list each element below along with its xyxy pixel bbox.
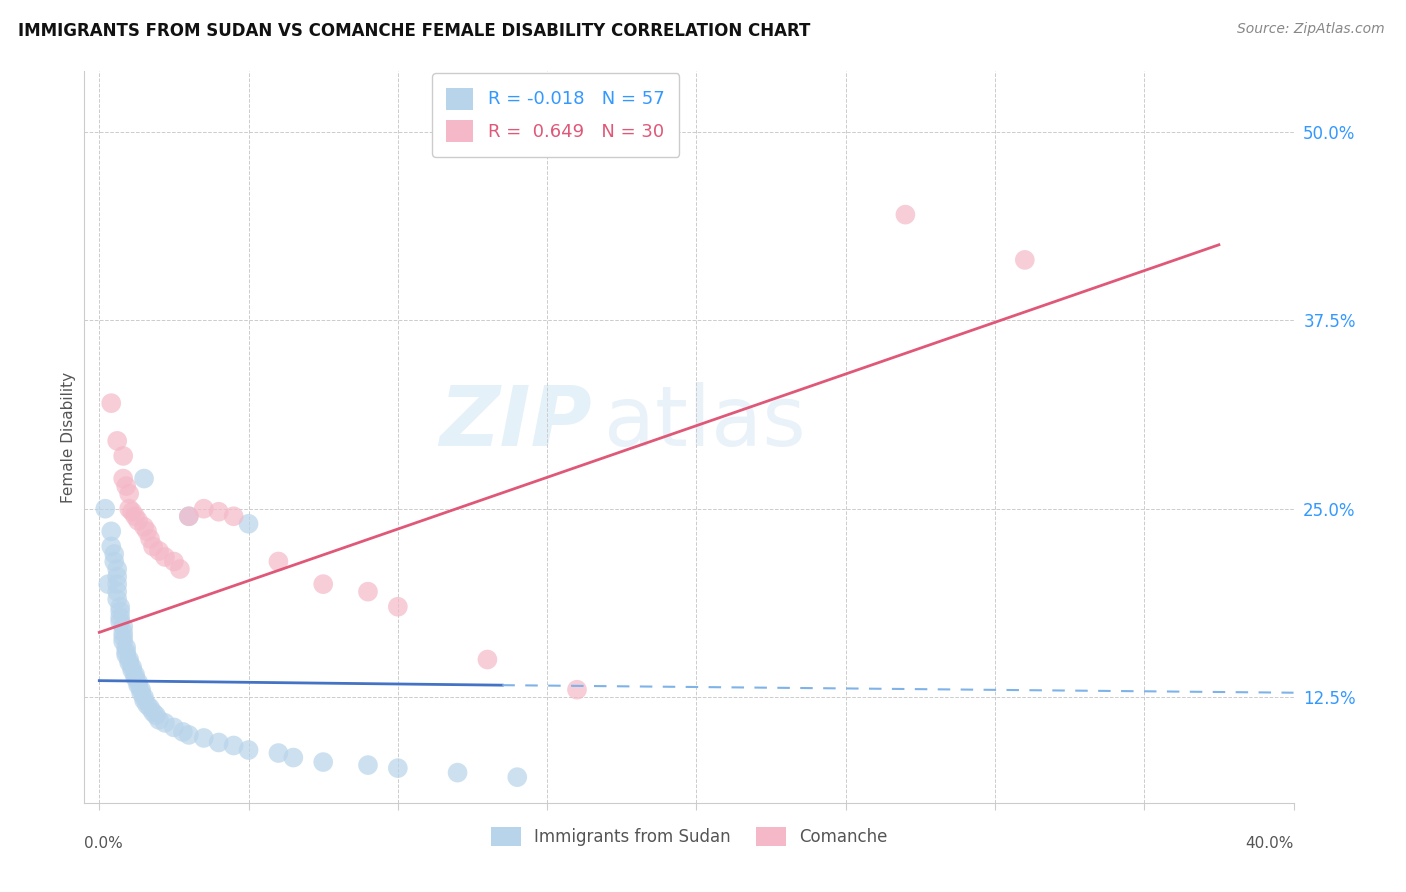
- Point: [208, 735, 231, 749]
- Point: [121, 505, 143, 519]
- Point: [267, 746, 290, 760]
- Point: [103, 554, 125, 568]
- Point: [894, 208, 917, 222]
- Point: [136, 524, 159, 539]
- Point: [100, 396, 122, 410]
- Point: [142, 706, 165, 720]
- Point: [108, 599, 131, 614]
- Point: [312, 755, 335, 769]
- Point: [115, 645, 138, 659]
- Point: [121, 660, 143, 674]
- Point: [169, 562, 191, 576]
- Point: [148, 544, 170, 558]
- Point: [177, 509, 200, 524]
- Point: [139, 700, 162, 714]
- Point: [97, 577, 120, 591]
- Point: [112, 449, 135, 463]
- Point: [118, 486, 141, 500]
- Point: [112, 634, 135, 648]
- Point: [283, 750, 305, 764]
- Text: ZIP: ZIP: [440, 382, 592, 463]
- Y-axis label: Female Disability: Female Disability: [60, 371, 76, 503]
- Point: [387, 599, 409, 614]
- Point: [177, 509, 200, 524]
- Point: [387, 761, 409, 775]
- Point: [145, 708, 167, 723]
- Point: [477, 652, 499, 666]
- Legend: R = -0.018   N = 57, R =  0.649   N = 30: R = -0.018 N = 57, R = 0.649 N = 30: [432, 73, 679, 157]
- Point: [357, 758, 380, 772]
- Point: [132, 471, 155, 485]
- Point: [132, 520, 155, 534]
- Point: [267, 554, 290, 568]
- Text: IMMIGRANTS FROM SUDAN VS COMANCHE FEMALE DISABILITY CORRELATION CHART: IMMIGRANTS FROM SUDAN VS COMANCHE FEMALE…: [18, 22, 811, 40]
- Point: [132, 693, 155, 707]
- Point: [115, 640, 138, 655]
- Point: [127, 678, 149, 692]
- Point: [105, 577, 128, 591]
- Point: [127, 514, 149, 528]
- Point: [108, 615, 131, 629]
- Point: [105, 592, 128, 607]
- Point: [105, 584, 128, 599]
- Point: [153, 715, 176, 730]
- Point: [121, 663, 143, 677]
- Point: [129, 686, 152, 700]
- Point: [132, 690, 155, 705]
- Point: [105, 569, 128, 583]
- Point: [103, 547, 125, 561]
- Point: [105, 562, 128, 576]
- Text: 40.0%: 40.0%: [1246, 836, 1294, 851]
- Point: [312, 577, 335, 591]
- Point: [115, 479, 138, 493]
- Point: [94, 501, 117, 516]
- Point: [208, 505, 231, 519]
- Point: [222, 509, 245, 524]
- Point: [177, 728, 200, 742]
- Point: [163, 554, 186, 568]
- Point: [238, 743, 260, 757]
- Point: [112, 630, 135, 644]
- Point: [139, 532, 162, 546]
- Point: [163, 720, 186, 734]
- Point: [153, 549, 176, 564]
- Point: [118, 656, 141, 670]
- Point: [142, 540, 165, 554]
- Point: [100, 524, 122, 539]
- Point: [108, 610, 131, 624]
- Text: atlas: atlas: [605, 382, 806, 463]
- Point: [136, 698, 159, 712]
- Point: [127, 675, 149, 690]
- Point: [446, 765, 468, 780]
- Point: [112, 625, 135, 640]
- Point: [357, 584, 380, 599]
- Point: [112, 471, 135, 485]
- Point: [105, 434, 128, 448]
- Point: [118, 501, 141, 516]
- Text: Source: ZipAtlas.com: Source: ZipAtlas.com: [1237, 22, 1385, 37]
- Point: [193, 501, 215, 516]
- Point: [129, 682, 152, 697]
- Point: [565, 682, 588, 697]
- Point: [193, 731, 215, 745]
- Point: [100, 540, 122, 554]
- Point: [506, 770, 529, 784]
- Point: [124, 509, 146, 524]
- Point: [112, 619, 135, 633]
- Point: [238, 516, 260, 531]
- Text: 0.0%: 0.0%: [84, 836, 124, 851]
- Point: [118, 652, 141, 666]
- Point: [124, 667, 146, 681]
- Point: [222, 739, 245, 753]
- Point: [1014, 252, 1036, 267]
- Point: [124, 671, 146, 685]
- Point: [115, 648, 138, 662]
- Point: [108, 604, 131, 618]
- Point: [148, 713, 170, 727]
- Point: [172, 725, 194, 739]
